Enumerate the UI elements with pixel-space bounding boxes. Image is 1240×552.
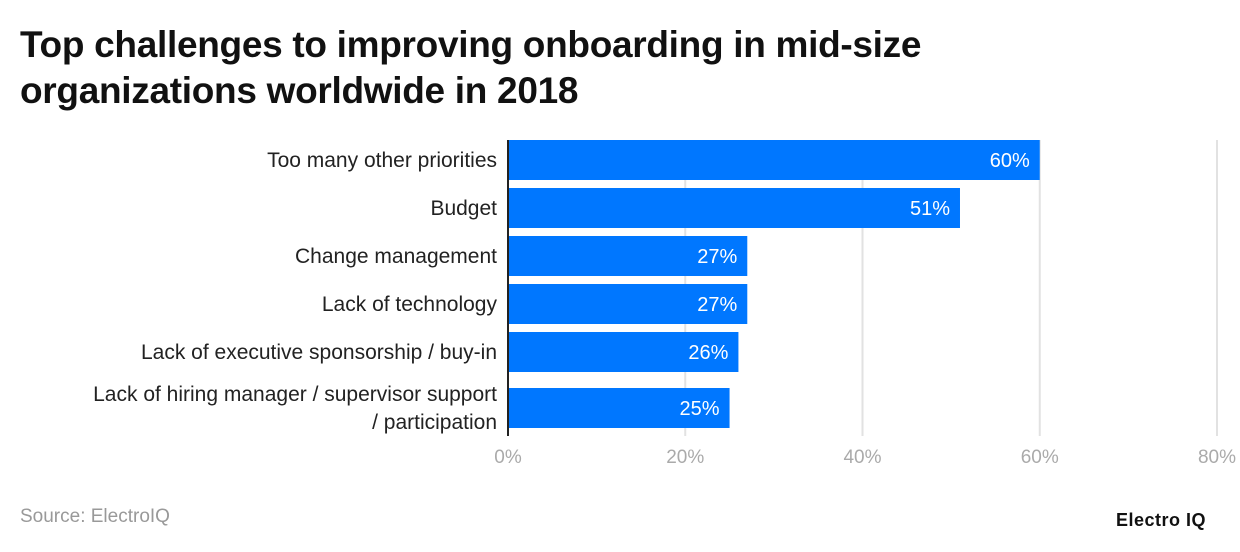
data-label: 27% xyxy=(697,294,737,316)
data-label: 51% xyxy=(910,198,950,220)
category-label: / participation xyxy=(372,411,497,434)
source-note: Source: ElectroIQ xyxy=(20,506,170,527)
category-label: Lack of executive sponsorship / buy-in xyxy=(141,341,497,364)
data-label: 27% xyxy=(697,246,737,268)
category-label: Budget xyxy=(430,197,497,220)
data-label: 25% xyxy=(680,398,720,420)
bar xyxy=(508,236,748,276)
data-label: 60% xyxy=(990,150,1030,172)
electroiq-logo: Electro IQ xyxy=(1116,510,1207,530)
x-tick-label: 80% xyxy=(1198,447,1236,468)
bar xyxy=(508,388,730,428)
data-label: 26% xyxy=(688,342,728,364)
bar xyxy=(508,188,960,228)
category-label: Lack of technology xyxy=(322,293,498,316)
bar xyxy=(508,284,748,324)
chart-title: Top challenges to improving onboarding i… xyxy=(20,24,922,111)
category-label: Change management xyxy=(295,245,497,268)
category-label: Too many other priorities xyxy=(267,149,497,172)
bar xyxy=(508,140,1040,180)
category-label: Lack of hiring manager / supervisor supp… xyxy=(93,383,497,406)
x-tick-label: 20% xyxy=(666,447,704,468)
x-tick-label: 40% xyxy=(843,447,881,468)
x-tick-label: 0% xyxy=(494,447,522,468)
x-tick-label: 60% xyxy=(1021,447,1059,468)
bar xyxy=(508,332,739,372)
